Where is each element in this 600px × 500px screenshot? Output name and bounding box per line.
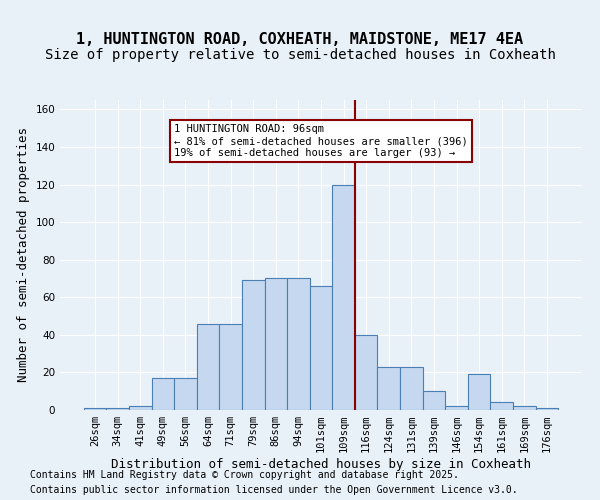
Bar xyxy=(287,278,310,410)
Bar xyxy=(422,391,445,410)
Bar xyxy=(400,367,422,410)
Bar xyxy=(310,286,332,410)
Y-axis label: Number of semi-detached properties: Number of semi-detached properties xyxy=(17,128,30,382)
Bar xyxy=(377,367,400,410)
Text: 1 HUNTINGTON ROAD: 96sqm
← 81% of semi-detached houses are smaller (396)
19% of : 1 HUNTINGTON ROAD: 96sqm ← 81% of semi-d… xyxy=(174,124,468,158)
Bar xyxy=(129,406,152,410)
Bar xyxy=(536,408,558,410)
Bar xyxy=(174,378,197,410)
Text: Size of property relative to semi-detached houses in Coxheath: Size of property relative to semi-detach… xyxy=(44,48,556,62)
Bar xyxy=(197,324,220,410)
Bar xyxy=(265,278,287,410)
Bar xyxy=(490,402,513,410)
Bar xyxy=(355,335,377,410)
Bar xyxy=(84,408,106,410)
Bar xyxy=(220,324,242,410)
Bar xyxy=(468,374,490,410)
Text: Contains HM Land Registry data © Crown copyright and database right 2025.: Contains HM Land Registry data © Crown c… xyxy=(30,470,459,480)
X-axis label: Distribution of semi-detached houses by size in Coxheath: Distribution of semi-detached houses by … xyxy=(111,458,531,471)
Text: Contains public sector information licensed under the Open Government Licence v3: Contains public sector information licen… xyxy=(30,485,518,495)
Bar xyxy=(106,408,129,410)
Bar xyxy=(513,406,536,410)
Bar xyxy=(152,378,174,410)
Bar xyxy=(445,406,468,410)
Text: 1, HUNTINGTON ROAD, COXHEATH, MAIDSTONE, ME17 4EA: 1, HUNTINGTON ROAD, COXHEATH, MAIDSTONE,… xyxy=(76,32,524,48)
Bar xyxy=(242,280,265,410)
Bar xyxy=(332,184,355,410)
